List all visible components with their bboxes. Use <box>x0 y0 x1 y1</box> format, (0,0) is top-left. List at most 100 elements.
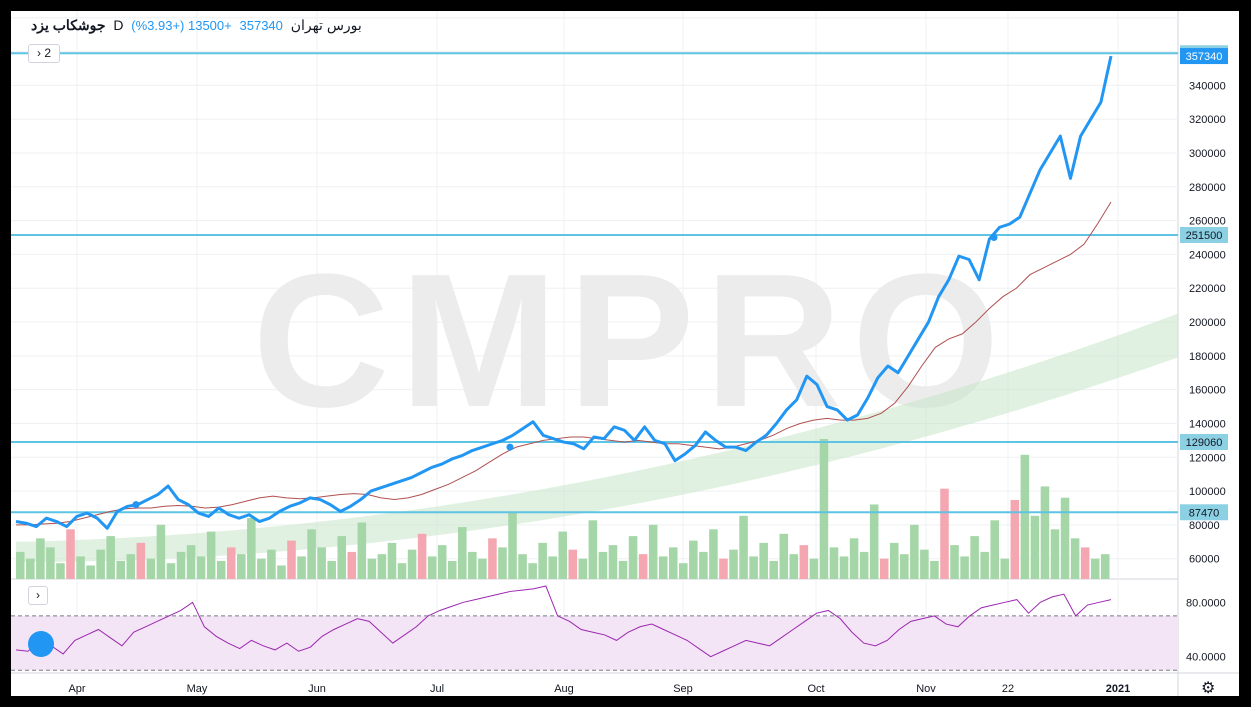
volume-bar <box>66 529 75 579</box>
volume-bar <box>960 556 969 579</box>
volume-bar <box>900 554 909 579</box>
volume-bar <box>749 556 758 579</box>
price-tag <box>1180 48 1228 65</box>
y-tick-label: 340000 <box>1189 80 1226 92</box>
volume-bar <box>930 560 939 579</box>
volume-bar <box>779 533 789 579</box>
rsi-band <box>11 615 1178 671</box>
signal-dot <box>990 234 998 242</box>
volume-bar <box>1050 529 1060 579</box>
y-tick-label: 80000 <box>1189 520 1220 532</box>
rsi-pane-expand-button[interactable]: › <box>28 586 48 605</box>
volume-bar <box>528 563 537 579</box>
volume-bar <box>106 536 115 579</box>
moving-average-line <box>16 201 1112 526</box>
exchange-name: بورس تهران <box>290 17 362 33</box>
volume-bar <box>578 558 588 579</box>
volume-bar <box>849 538 859 579</box>
volume-bar <box>357 522 367 579</box>
volume-bar <box>910 524 919 579</box>
chevron-right-icon: › <box>36 46 41 60</box>
volume-bar <box>799 545 809 579</box>
volume-bar <box>186 545 196 579</box>
volume-bar <box>297 556 306 579</box>
volume-bar <box>468 551 477 579</box>
volume-bar <box>769 560 778 579</box>
volume-bar <box>427 556 437 579</box>
chevron-right-icon: › <box>36 588 40 602</box>
price-tag <box>1180 433 1228 450</box>
volume-bar <box>1060 497 1070 579</box>
price-change: +13500 (+3.93%) <box>131 18 232 33</box>
volume-bar <box>458 527 467 579</box>
volume-bar <box>267 549 276 579</box>
volume-bar <box>608 545 618 579</box>
volume-bar <box>739 515 748 579</box>
volume-bar <box>478 558 487 579</box>
y-tick-label: 120000 <box>1189 452 1226 464</box>
volume-bar <box>16 551 25 579</box>
volume-bar <box>397 563 407 579</box>
volume-bar <box>46 547 55 579</box>
x-tick-label: Nov <box>916 683 936 695</box>
volume-bar <box>166 563 176 579</box>
y-tick-label: 60000 <box>1189 554 1220 566</box>
price-tag <box>1180 504 1228 521</box>
volume-bar <box>809 558 819 579</box>
volume-bar <box>548 556 557 579</box>
y-tick-label: 140000 <box>1189 418 1226 430</box>
volume-bar <box>518 554 527 579</box>
price-tag-label: 251500 <box>1186 230 1223 242</box>
y-tick-label: 260000 <box>1189 216 1226 228</box>
rsi-line <box>15 585 1112 658</box>
volume-bar <box>76 556 85 579</box>
volume-bar <box>417 533 427 579</box>
volume-bar <box>337 536 347 579</box>
last-price: 357340 <box>239 18 283 33</box>
volume-bar <box>407 549 417 579</box>
volume-bar <box>146 558 156 579</box>
x-tick-label: 22 <box>1002 683 1014 695</box>
indicators-collapse-button[interactable]: › 2 <box>28 44 60 63</box>
rsi-tick-label: 40.0000 <box>1186 652 1226 664</box>
volume-bar <box>257 558 266 579</box>
volume-bar <box>1020 454 1030 579</box>
y-tick-label: 200000 <box>1189 317 1226 329</box>
y-tick-label: 300000 <box>1189 148 1226 160</box>
volume-bar <box>859 551 869 579</box>
price-chart[interactable]: CMPRO36000034000032000030000028000026000… <box>11 11 1239 696</box>
interval-label[interactable]: D <box>113 17 124 33</box>
x-tick-label: Jul <box>430 683 444 695</box>
volume-bar <box>1040 486 1050 579</box>
volume-bar <box>488 538 497 579</box>
volume-bar <box>829 547 839 579</box>
volume-bar <box>437 545 447 579</box>
y-tick-label: 220000 <box>1189 283 1226 295</box>
volume-bar <box>307 529 316 579</box>
volume-bar <box>1010 499 1020 579</box>
volume-bar <box>679 563 688 579</box>
y-tick-label: 180000 <box>1189 351 1226 363</box>
watermark: CMPRO <box>252 235 1009 447</box>
volume-bar <box>206 531 216 579</box>
volume-bar <box>950 545 959 579</box>
y-tick-label: 240000 <box>1189 249 1226 261</box>
volume-bar <box>689 540 698 579</box>
price-line <box>15 55 1113 530</box>
price-tag-label: 87470 <box>1189 507 1220 519</box>
volume-bar <box>116 560 126 579</box>
volume-bar <box>598 551 608 579</box>
volume-bar <box>387 542 397 579</box>
x-tick-label: Oct <box>807 683 824 695</box>
chart-header: جوشکاب یزد D بورس تهران 357340 +13500 (+… <box>31 17 362 34</box>
volume-bar <box>136 542 146 579</box>
volume-bar <box>538 542 547 579</box>
volume-bar <box>879 558 889 579</box>
price-tag-label: 357340 <box>1186 51 1223 63</box>
volume-bar <box>1090 558 1100 579</box>
volume-bar <box>628 536 638 579</box>
volume-bar <box>156 524 166 579</box>
volume-bar <box>940 488 949 579</box>
settings-gear-icon[interactable]: ⚙ <box>1201 680 1216 696</box>
volume-bar <box>26 558 35 579</box>
